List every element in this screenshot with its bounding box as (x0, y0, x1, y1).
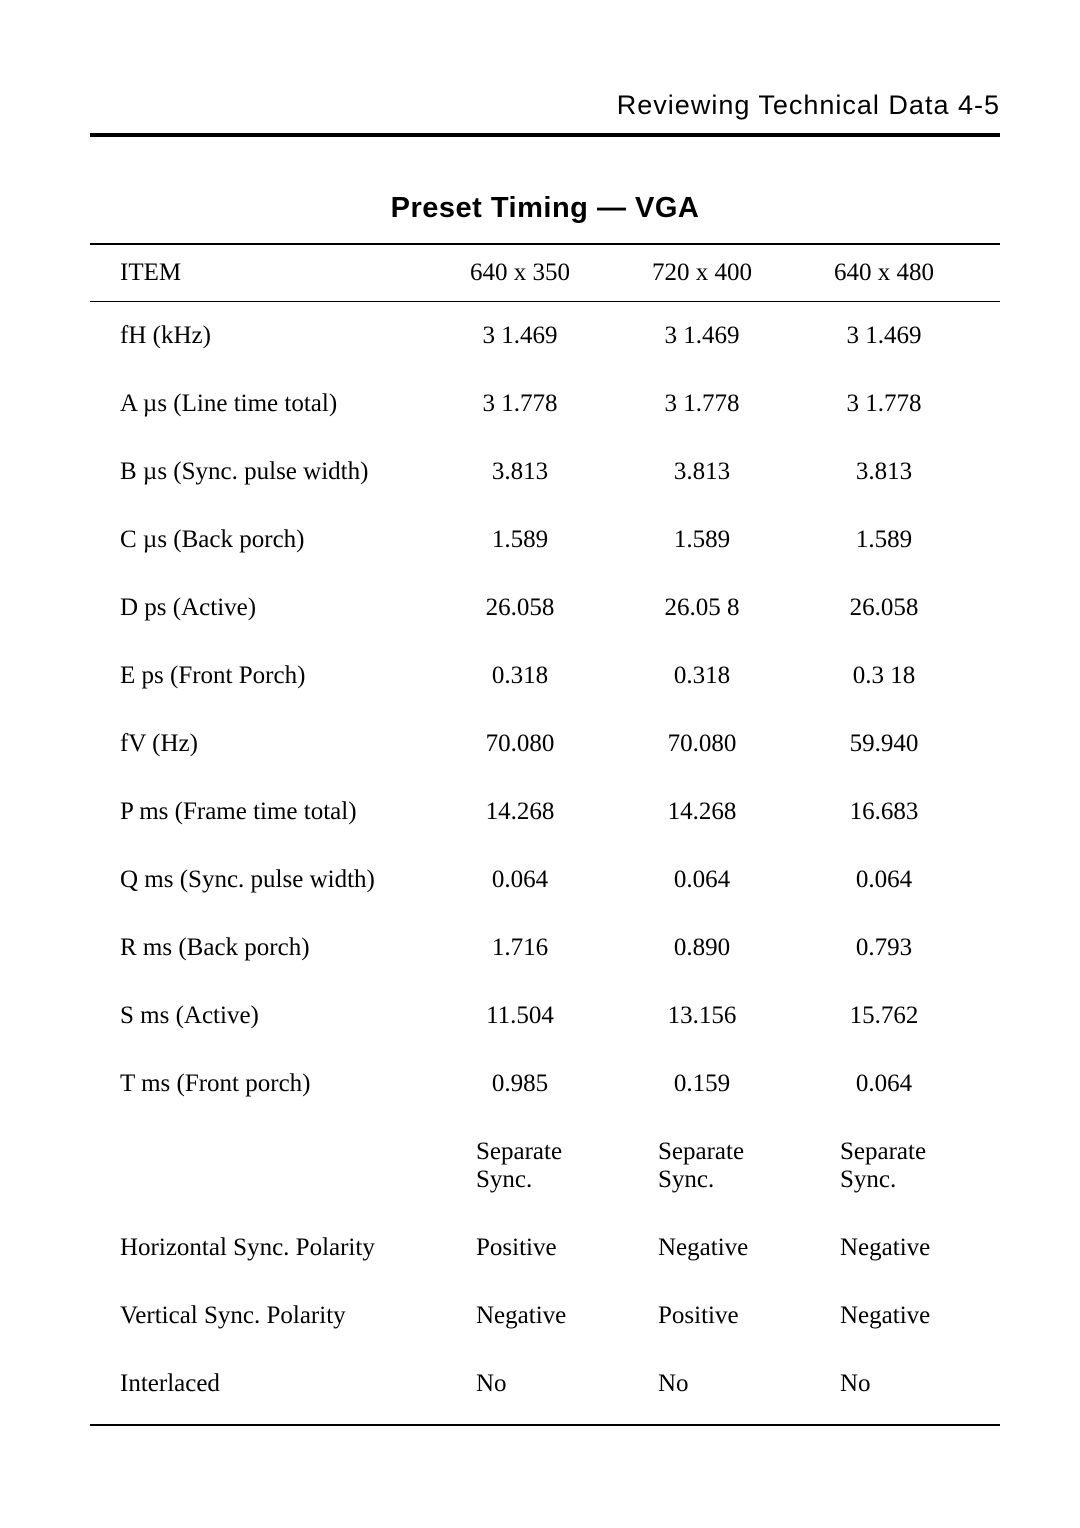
cell-item: S ms (Active) (90, 982, 454, 1050)
cell-value: 26.05 8 (636, 574, 818, 642)
cell-item: T ms (Front porch) (90, 1050, 454, 1118)
cell-item: D ps (Active) (90, 574, 454, 642)
cell-value: 0.793 (818, 914, 1000, 982)
cell-value: 3 1.778 (454, 370, 636, 438)
col-640x350: 640 x 350 (454, 244, 636, 302)
col-640x480: 640 x 480 (818, 244, 1000, 302)
cell-item: E ps (Front Porch) (90, 642, 454, 710)
table-row: fV (Hz)70.08070.08059.940 (90, 710, 1000, 778)
table-row: C µs (Back porch)1.5891.5891.589 (90, 506, 1000, 574)
table-row: Horizontal Sync. PolarityPositiveNegativ… (90, 1214, 1000, 1282)
cell-value: 0.064 (636, 846, 818, 914)
cell-value: 3 1.469 (454, 302, 636, 371)
cell-value: 3 1.778 (818, 370, 1000, 438)
cell-value: 1.716 (454, 914, 636, 982)
table-row: InterlacedNoNoNo (90, 1350, 1000, 1425)
cell-value: 0.318 (454, 642, 636, 710)
cell-value: SeparateSync. (636, 1118, 818, 1214)
cell-value: 0.064 (818, 1050, 1000, 1118)
cell-item: fH (kHz) (90, 302, 454, 371)
cell-value: 0.890 (636, 914, 818, 982)
cell-value: 1.589 (818, 506, 1000, 574)
cell-value: 0.985 (454, 1050, 636, 1118)
cell-value: Negative (454, 1282, 636, 1350)
timing-table: ITEM 640 x 350 720 x 400 640 x 480 fH (k… (90, 243, 1000, 1426)
cell-item: B µs (Sync. pulse width) (90, 438, 454, 506)
cell-value: 13.156 (636, 982, 818, 1050)
cell-value: 3.813 (454, 438, 636, 506)
table-body: fH (kHz)3 1.4693 1.4693 1.469A µs (Line … (90, 302, 1000, 1426)
cell-value: No (454, 1350, 636, 1425)
cell-value: 3 1.778 (636, 370, 818, 438)
cell-item: C µs (Back porch) (90, 506, 454, 574)
table-row: Vertical Sync. PolarityNegativePositiveN… (90, 1282, 1000, 1350)
cell-value: 1.589 (636, 506, 818, 574)
table-row: T ms (Front porch)0.9850.1590.064 (90, 1050, 1000, 1118)
cell-value: 59.940 (818, 710, 1000, 778)
cell-value: 0.064 (818, 846, 1000, 914)
cell-value: 0.318 (636, 642, 818, 710)
cell-value: No (636, 1350, 818, 1425)
cell-item: Q ms (Sync. pulse width) (90, 846, 454, 914)
table-row: A µs (Line time total)3 1.7783 1.7783 1.… (90, 370, 1000, 438)
cell-value: 70.080 (636, 710, 818, 778)
table-row: P ms (Frame time total)14.26814.26816.68… (90, 778, 1000, 846)
cell-value: Positive (636, 1282, 818, 1350)
cell-value: Negative (636, 1214, 818, 1282)
cell-value: Negative (818, 1282, 1000, 1350)
cell-value: 0.3 18 (818, 642, 1000, 710)
cell-item: Vertical Sync. Polarity (90, 1282, 454, 1350)
cell-value: 16.683 (818, 778, 1000, 846)
cell-item: R ms (Back porch) (90, 914, 454, 982)
cell-value: 0.159 (636, 1050, 818, 1118)
cell-value: 3 1.469 (818, 302, 1000, 371)
cell-value: 0.064 (454, 846, 636, 914)
section-title: Preset Timing — VGA (90, 192, 1000, 225)
table-row: fH (kHz)3 1.4693 1.4693 1.469 (90, 302, 1000, 371)
table-row: R ms (Back porch)1.7160.8900.793 (90, 914, 1000, 982)
cell-value: Positive (454, 1214, 636, 1282)
cell-item: Horizontal Sync. Polarity (90, 1214, 454, 1282)
table-header-row: ITEM 640 x 350 720 x 400 640 x 480 (90, 244, 1000, 302)
col-720x400: 720 x 400 (636, 244, 818, 302)
table-row: SeparateSync.SeparateSync.SeparateSync. (90, 1118, 1000, 1214)
cell-value: Negative (818, 1214, 1000, 1282)
page-header: Reviewing Technical Data 4-5 (90, 90, 1000, 137)
cell-item: fV (Hz) (90, 710, 454, 778)
cell-value: 26.058 (818, 574, 1000, 642)
cell-item: P ms (Frame time total) (90, 778, 454, 846)
cell-value: 3 1.469 (636, 302, 818, 371)
table-row: E ps (Front Porch)0.3180.3180.3 18 (90, 642, 1000, 710)
cell-value: 15.762 (818, 982, 1000, 1050)
col-item: ITEM (90, 244, 454, 302)
cell-value: 26.058 (454, 574, 636, 642)
table-row: B µs (Sync. pulse width)3.8133.8133.813 (90, 438, 1000, 506)
cell-item (90, 1118, 454, 1214)
cell-value: 14.268 (454, 778, 636, 846)
cell-item: Interlaced (90, 1350, 454, 1425)
cell-value: SeparateSync. (454, 1118, 636, 1214)
cell-value: SeparateSync. (818, 1118, 1000, 1214)
cell-value: 14.268 (636, 778, 818, 846)
table-row: Q ms (Sync. pulse width)0.0640.0640.064 (90, 846, 1000, 914)
cell-value: 1.589 (454, 506, 636, 574)
cell-value: 3.813 (818, 438, 1000, 506)
cell-value: 3.813 (636, 438, 818, 506)
table-row: S ms (Active)11.50413.15615.762 (90, 982, 1000, 1050)
cell-item: A µs (Line time total) (90, 370, 454, 438)
cell-value: 70.080 (454, 710, 636, 778)
table-row: D ps (Active)26.05826.05 826.058 (90, 574, 1000, 642)
cell-value: 11.504 (454, 982, 636, 1050)
cell-value: No (818, 1350, 1000, 1425)
